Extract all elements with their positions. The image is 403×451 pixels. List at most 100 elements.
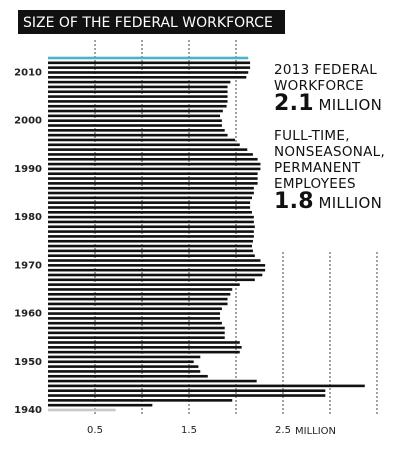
bar <box>48 336 225 339</box>
bar <box>48 85 228 89</box>
bar <box>48 138 236 142</box>
bar <box>48 129 225 132</box>
year-tick-label: 1960 <box>14 309 42 320</box>
value-tick-label: 2.5 <box>275 425 291 436</box>
year-tick-label: 1950 <box>14 357 42 368</box>
year-tick-label: 1980 <box>14 212 42 223</box>
bar <box>48 119 222 122</box>
annotation-line: WORKFORCE <box>274 78 364 94</box>
bar <box>48 326 225 330</box>
bar <box>48 259 261 262</box>
bar <box>48 153 253 156</box>
bar <box>48 211 252 214</box>
bar <box>48 307 222 311</box>
annotation-line: EMPLOYEES <box>274 176 356 192</box>
bar <box>48 312 221 315</box>
bar <box>48 196 252 200</box>
bar <box>48 399 233 402</box>
bar <box>48 389 326 393</box>
bar <box>48 167 261 171</box>
bar <box>48 80 231 84</box>
bar <box>48 186 254 190</box>
figure-value: 2.1 <box>274 91 314 116</box>
annotation-figure: 1.8 MILLION <box>274 191 402 213</box>
bar <box>48 143 240 147</box>
annotation: 2013 FEDERAL WORKFORCE 2.1 MILLION <box>274 62 402 115</box>
bar <box>48 292 231 296</box>
bar <box>48 215 254 219</box>
bar <box>48 264 266 267</box>
bar <box>48 114 221 118</box>
value-tick-label: 1.5 <box>181 425 197 436</box>
bar <box>48 360 194 364</box>
year-tick-label: 1990 <box>14 164 42 175</box>
bar <box>48 355 201 359</box>
bar <box>48 75 247 79</box>
bar <box>48 346 242 349</box>
bar <box>48 157 258 161</box>
year-tick-label: 1940 <box>14 405 42 416</box>
bar <box>48 254 255 257</box>
bar <box>48 331 225 335</box>
bar <box>48 162 261 166</box>
bar <box>48 61 251 65</box>
bar <box>48 225 255 229</box>
bar <box>48 288 233 291</box>
annotation-line: PERMANENT <box>274 160 361 176</box>
bar <box>48 239 253 243</box>
value-axis-label: MILLION <box>295 426 336 437</box>
bar <box>48 408 116 412</box>
bar <box>48 95 228 98</box>
bar <box>48 394 326 397</box>
bar <box>48 268 266 272</box>
bar <box>48 124 222 127</box>
bar <box>48 71 249 74</box>
bar <box>48 230 254 233</box>
bar <box>48 283 240 286</box>
bar <box>48 104 227 108</box>
bar <box>48 133 228 137</box>
bar <box>48 177 258 180</box>
bar <box>48 182 258 185</box>
bar <box>48 302 228 306</box>
year-tick-label: 2000 <box>14 116 42 127</box>
chart-title: SIZE OF THE FEDERAL WORKFORCE <box>23 15 273 31</box>
figure-unit: MILLION <box>318 194 383 212</box>
figure-value: 1.8 <box>274 189 314 214</box>
annotation: FULL-TIME, NONSEASONAL, PERMANENT EMPLOYEES… <box>274 128 402 213</box>
bar <box>48 379 257 383</box>
bar <box>48 172 258 176</box>
bar <box>48 273 263 277</box>
year-tick-label: 2010 <box>14 67 42 78</box>
bar <box>48 109 223 113</box>
bar <box>48 235 254 238</box>
value-tick-label: 0.5 <box>87 425 103 436</box>
bar <box>48 100 228 103</box>
bar <box>48 206 251 209</box>
bar <box>48 220 254 224</box>
bar <box>48 365 199 368</box>
bar <box>48 201 251 204</box>
annotation-line: NONSEASONAL, <box>274 144 386 160</box>
figure-unit: MILLION <box>318 96 383 114</box>
bar <box>48 350 240 354</box>
annotation-line: 2013 FEDERAL <box>274 62 378 78</box>
bar <box>48 249 253 253</box>
title-box <box>18 10 285 34</box>
bar <box>48 370 201 373</box>
bar <box>48 384 365 388</box>
year-tick-label: 1970 <box>14 260 42 271</box>
annotation-figure: 2.1 MILLION <box>274 93 402 115</box>
bar <box>48 374 208 378</box>
bar <box>48 56 249 60</box>
bar <box>48 191 254 195</box>
bar <box>48 321 222 325</box>
bar <box>48 297 228 301</box>
bar <box>48 341 240 344</box>
annotation-line: FULL-TIME, <box>274 128 350 144</box>
bar <box>48 317 221 320</box>
bar <box>48 403 153 407</box>
bar <box>48 148 248 151</box>
